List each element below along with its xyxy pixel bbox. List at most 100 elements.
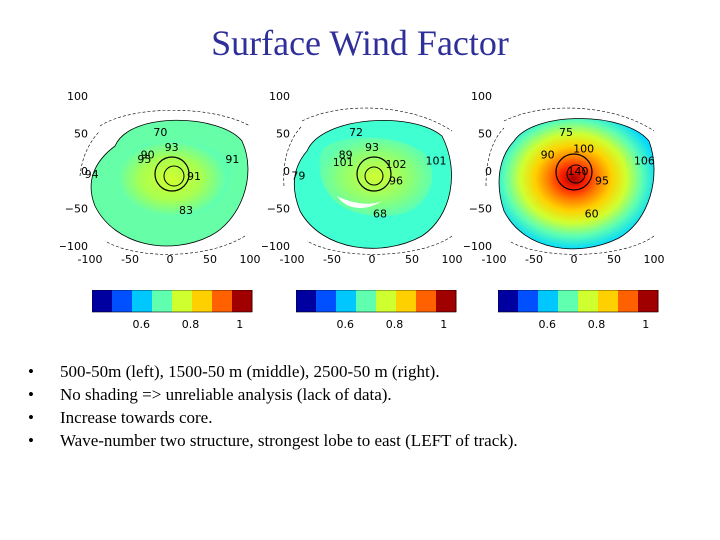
x-tick-label: 100 [442, 253, 463, 266]
center-ring-inner [566, 164, 586, 184]
colorbar-segment [152, 290, 173, 312]
center-ring [356, 156, 392, 192]
colorbar-frame [296, 290, 457, 313]
x-tick-label: 100 [644, 253, 665, 266]
colorbar-segment [618, 290, 639, 312]
colorbar-segment [598, 290, 619, 312]
colorbar-segment [132, 290, 153, 312]
bullet-list: • 500-50m (left), 1500-50 m (middle), 250… [28, 360, 708, 452]
contour-label: 70 [153, 126, 167, 139]
y-tick-label: 50 [276, 128, 290, 141]
colorbar-segment [436, 290, 457, 312]
x-tick-label: 0 [369, 253, 376, 266]
colorbar-segment [396, 290, 417, 312]
center-ring [154, 156, 190, 192]
y-tick-label: −100 [464, 240, 492, 253]
y-tick-label: 100 [269, 90, 290, 103]
colorbar-tick-label: 0.6 [132, 318, 150, 331]
slide-title: Surface Wind Factor [211, 23, 509, 63]
y-tick-label: 50 [478, 128, 492, 141]
y-tick-label: −50 [469, 203, 492, 216]
x-tick-label: -50 [121, 253, 139, 266]
colorbar-segment [498, 290, 519, 312]
colorbar-segment [578, 290, 599, 312]
bullet-item: • Wave-number two structure, strongest lo… [28, 429, 708, 452]
contour-label: 93 [165, 141, 179, 154]
axis-tick-layer: 100 50 0 −50 −100-100 -50 0 50 100 [464, 90, 664, 266]
contour-label: 101 [426, 154, 447, 167]
x-tick-label: -100 [78, 253, 103, 266]
colorbar-tick-label: 1 [642, 318, 649, 331]
bullet-text: 500-50m (left), 1500-50 m (middle), 2500… [60, 362, 440, 381]
center-ring [555, 153, 593, 191]
dashed-contour [79, 109, 251, 255]
axis-tick-layer: 100 50 0 −50 −100-100 -50 0 50 100 [262, 90, 462, 266]
dashed-contour [283, 107, 453, 255]
contour-label: 83 [179, 204, 193, 217]
x-tick-label: -100 [280, 253, 305, 266]
colorbar-tick-label: 0.6 [538, 318, 556, 331]
x-tick-label: 0 [571, 253, 578, 266]
contour-label: 60 [585, 208, 599, 221]
unshaded-gap [337, 196, 382, 208]
x-tick-label: 50 [405, 253, 419, 266]
x-tick-label: -100 [482, 253, 507, 266]
contour-label: 68 [373, 208, 387, 221]
y-tick-label: −100 [262, 240, 290, 253]
colorbar-segment [336, 290, 357, 312]
bullet-text: No shading => unreliable analysis (lack … [60, 385, 392, 404]
center-ring-inner [364, 166, 384, 186]
x-tick-label: 50 [607, 253, 621, 266]
colorbar-tick-label: 0.6 [336, 318, 354, 331]
contour-label: 91 [225, 153, 239, 166]
y-tick-label: −50 [267, 203, 290, 216]
colorbar-segment [172, 290, 193, 312]
bullet-item: • 500-50m (left), 1500-50 m (middle), 250… [28, 360, 708, 383]
contour-label: 106 [634, 154, 655, 167]
bullet-item: • Increase towards core. [28, 406, 708, 429]
y-tick-label: 100 [67, 90, 88, 103]
colorbar-segment [518, 290, 539, 312]
bullet-dot-icon: • [28, 408, 34, 427]
x-tick-label: -50 [525, 253, 543, 266]
contour-region [120, 140, 231, 218]
center-ring-inner [163, 165, 185, 187]
colorbar-segment [212, 290, 233, 312]
colorbar-segment [112, 290, 133, 312]
contour-label: 75 [559, 126, 573, 139]
contour-label: 94 [85, 168, 99, 181]
contour-label: 79 [291, 169, 305, 182]
colorbar-1500m: 0.6 0.8 1 [296, 290, 457, 331]
x-tick-label: 50 [203, 253, 217, 266]
colorbar-segment [558, 290, 579, 312]
contour-label: 101 [333, 156, 354, 169]
contour-label: 89 [339, 148, 353, 161]
dashed-contour [485, 107, 655, 255]
axis-tick-layer: 100 50 0 −50 −100-100 -50 0 50 100 [60, 90, 260, 266]
colorbar-500m: 0.6 0.8 1 [92, 290, 253, 331]
bullet-dot-icon: • [28, 431, 34, 450]
contour-label: 96 [389, 175, 403, 188]
colorbar-segment [232, 290, 253, 312]
contour-label: 95 [595, 175, 609, 188]
bullet-text: Wave-number two structure, strongest lob… [60, 431, 518, 450]
colorbar-segment [92, 290, 113, 312]
contour-label: 100 [573, 142, 594, 155]
contour-label: 91 [187, 170, 201, 183]
contour-region [319, 137, 433, 217]
colorbar-tick-label: 1 [440, 318, 447, 331]
contour-label: 140 [568, 165, 589, 178]
x-tick-label: 100 [240, 253, 261, 266]
colorbar-segment [296, 290, 317, 312]
bullet-dot-icon: • [28, 385, 34, 404]
bullet-item: • No shading => unreliable analysis (lack… [28, 383, 708, 406]
colorbar-segment [416, 290, 437, 312]
y-tick-label: 0 [485, 165, 492, 178]
contour-label: 72 [349, 126, 363, 139]
